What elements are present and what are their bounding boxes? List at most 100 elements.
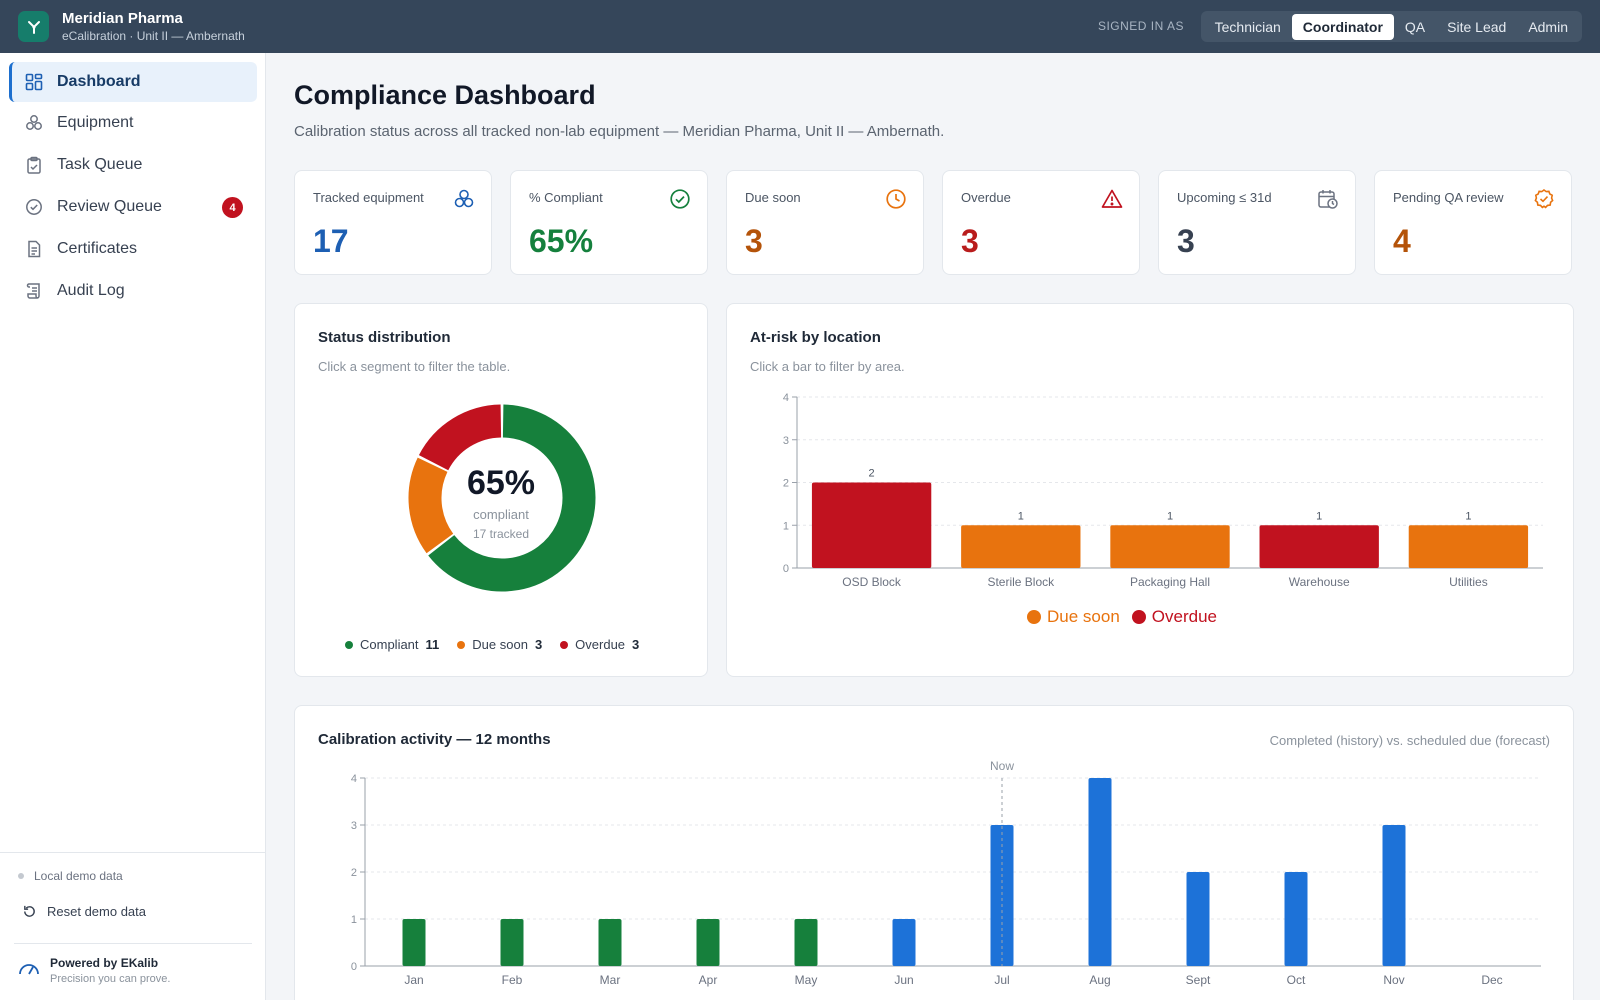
bar-jun[interactable] <box>892 919 916 966</box>
bar-value-label: 1 <box>1018 510 1024 522</box>
bar-feb[interactable] <box>500 919 524 966</box>
at-risk-bar-chart: 0 1 2 3 4 2 OSD Block 1 Sterile Block 1 Packaging … <box>783 392 1543 589</box>
role-technician[interactable]: Technician <box>1214 18 1281 35</box>
bar-sterile-block[interactable] <box>961 525 1081 568</box>
x-tick-label: Packaging Hall <box>1130 575 1210 589</box>
kpi-due-soon[interactable]: Due soon 3 <box>726 170 924 275</box>
kpi-value: 3 <box>745 223 763 259</box>
y-tick-label: 0 <box>351 961 357 973</box>
legend-due-soon[interactable]: Due soon <box>1027 607 1120 627</box>
legend-count: 11 <box>425 637 440 652</box>
card-title: Calibration activity — 12 months <box>318 731 551 748</box>
card-subtitle: Click a bar to filter by area. <box>750 359 905 374</box>
x-tick-label: Warehouse <box>1289 575 1350 589</box>
top-bar: Meridian Pharma eCalibration · Unit II —… <box>0 0 1600 53</box>
legend-due-soon[interactable]: Due soon 3 <box>457 637 542 652</box>
calendar-clock-icon <box>1318 190 1338 209</box>
check-circle-icon <box>25 198 43 216</box>
y-tick-label: 4 <box>351 773 357 785</box>
sidebar-item-task-queue[interactable]: Task Queue <box>9 145 257 185</box>
warning-icon <box>1101 189 1123 208</box>
x-tick-label: Sept <box>1186 973 1211 987</box>
kpi-value: 3 <box>1177 223 1195 259</box>
legend-label: Overdue <box>575 637 626 652</box>
kpi-pending-qa[interactable]: Pending QA review 4 <box>1374 170 1572 275</box>
legend-dot <box>457 640 466 649</box>
local-demo-indicator: Local demo data <box>18 869 123 883</box>
x-tick-label: Aug <box>1089 973 1110 987</box>
sidebar-item-review-queue[interactable]: Review Queue 4 <box>9 187 257 227</box>
kpi-overdue[interactable]: Overdue 3 <box>942 170 1140 275</box>
legend-overdue[interactable]: Overdue <box>1131 607 1217 627</box>
sidebar-item-label: Dashboard <box>57 73 141 90</box>
y-tick-label: 2 <box>351 867 357 879</box>
bar-jan[interactable] <box>402 919 426 966</box>
kpi-upcoming[interactable]: Upcoming ≤ 31d 3 <box>1158 170 1356 275</box>
kpi-label: Tracked equipment <box>313 190 424 205</box>
donut-center-label: compliant <box>473 507 529 522</box>
dashboard-icon <box>25 73 43 91</box>
bar-oct[interactable] <box>1284 872 1308 966</box>
reset-demo-button[interactable]: Reset demo data <box>22 904 146 919</box>
kpi-tracked-equipment[interactable]: Tracked equipment 17 <box>294 170 492 275</box>
donut-segment-due-soon[interactable] <box>408 457 454 554</box>
sidebar-item-equipment[interactable]: Equipment <box>9 103 257 143</box>
card-title: At-risk by location <box>750 329 881 346</box>
sidebar-item-audit-log[interactable]: Audit Log <box>9 271 257 311</box>
y-tick-label: 1 <box>783 520 789 532</box>
bar-packaging-hall[interactable] <box>1110 525 1230 568</box>
bar-sept[interactable] <box>1186 872 1210 966</box>
status-donut-chart <box>408 404 596 592</box>
brand-name: Meridian Pharma <box>62 10 183 27</box>
role-site-lead[interactable]: Site Lead <box>1447 18 1507 35</box>
bar-osd-block[interactable] <box>811 482 932 569</box>
y-tick-label: 2 <box>783 478 789 490</box>
sidebar-item-label: Task Queue <box>57 156 143 173</box>
bar-utilities[interactable] <box>1408 525 1529 568</box>
role-qa[interactable]: QA <box>1404 18 1426 35</box>
logo-icon <box>27 20 40 34</box>
y-tick-label: 1 <box>351 914 357 926</box>
bar-may[interactable] <box>794 919 818 966</box>
x-tick-label: OSD Block <box>842 575 902 589</box>
bar-warehouse[interactable] <box>1259 525 1379 568</box>
powered-tagline: Precision you can prove. <box>50 973 171 985</box>
bar-jul[interactable] <box>990 825 1014 966</box>
sidebar-divider <box>0 852 266 853</box>
equipment-icon <box>454 189 474 208</box>
role-admin[interactable]: Admin <box>1528 18 1568 35</box>
card-title: Status distribution <box>318 329 451 346</box>
card-note: Completed (history) vs. scheduled due (f… <box>1269 733 1550 748</box>
role-coordinator[interactable]: Coordinator <box>1291 13 1394 40</box>
bar-aug[interactable] <box>1088 778 1112 966</box>
status-dot <box>18 873 24 879</box>
kpi-label: % Compliant <box>529 190 603 205</box>
clock-icon <box>886 189 906 209</box>
review-count-badge: 4 <box>222 197 243 218</box>
page-title: Compliance Dashboard <box>294 80 596 110</box>
donut-segment-compliant[interactable] <box>428 404 596 592</box>
bar-value-label: 1 <box>1167 510 1173 522</box>
sidebar-item-dashboard[interactable]: Dashboard <box>9 62 257 102</box>
bar-value-label: 1 <box>1465 510 1471 522</box>
bar-nov[interactable] <box>1382 825 1406 966</box>
bar-apr[interactable] <box>696 919 720 966</box>
x-tick-label: Jun <box>894 973 913 987</box>
x-tick-label: Apr <box>699 973 718 987</box>
calibration-activity-card: Calibration activity — 12 months Complet… <box>294 705 1574 1000</box>
bar-mar[interactable] <box>598 919 622 966</box>
sidebar-item-certificates[interactable]: Certificates <box>9 229 257 269</box>
kpi-label: Pending QA review <box>1393 190 1504 205</box>
kpi-percent-compliant[interactable]: % Compliant 65% <box>510 170 708 275</box>
legend-label: Due soon <box>1047 607 1120 626</box>
x-tick-label: Mar <box>600 973 621 987</box>
x-tick-label: Utilities <box>1449 575 1488 589</box>
calibration-activity-chart: 0 1 2 3 4 Jan Feb Mar Apr May Jun Jul Now Aug Sept Oct N… <box>351 759 1541 987</box>
sidebar: Dashboard Equipment Task Queue Review Qu… <box>0 53 266 1000</box>
legend-overdue[interactable]: Overdue 3 <box>560 637 639 652</box>
legend-compliant[interactable]: Compliant 11 <box>345 637 439 652</box>
legend-dot <box>1131 610 1146 624</box>
donut-segment-overdue[interactable] <box>418 404 502 471</box>
app-logo[interactable] <box>18 11 49 42</box>
y-tick-label: 0 <box>783 563 789 575</box>
